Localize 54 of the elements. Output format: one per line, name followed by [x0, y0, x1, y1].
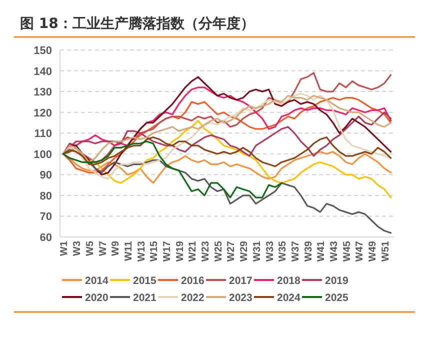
- x-tick-label: W1: [59, 240, 70, 256]
- legend-label: 2025: [325, 292, 349, 304]
- x-tick-label: W17: [162, 240, 173, 262]
- legend-label: 2019: [325, 275, 349, 287]
- line-series: [62, 112, 392, 157]
- line-series: [62, 94, 392, 163]
- y-tick-label: 70: [40, 211, 52, 224]
- x-tick-label: W15: [149, 240, 160, 262]
- legend-label: 2018: [277, 275, 301, 287]
- y-tick-label: 150: [34, 45, 52, 57]
- line-series: [62, 136, 392, 168]
- y-tick-label: 100: [34, 148, 52, 161]
- x-tick-label: W43: [328, 240, 340, 262]
- x-tick-label: W3: [72, 240, 84, 256]
- legend-label: 2017: [229, 275, 253, 287]
- y-tick-label: 140: [34, 66, 52, 78]
- x-tick-label: W35: [278, 240, 289, 262]
- y-tick-label: 120: [34, 107, 52, 120]
- legend-label: 2015: [133, 275, 157, 287]
- x-tick-label: W39: [303, 240, 314, 262]
- x-tick-label: W47: [354, 240, 366, 262]
- x-tick-label: W51: [380, 240, 392, 262]
- x-tick-label: W5: [84, 240, 96, 256]
- legend-label: 2016: [181, 275, 205, 287]
- y-tick-label: 80: [40, 190, 52, 202]
- x-tick-label: W11: [123, 240, 134, 262]
- legend-label: 2020: [85, 292, 109, 304]
- x-tick-label: W45: [342, 240, 353, 262]
- legend-label: 2014: [85, 275, 109, 287]
- y-tick-label: 60: [40, 232, 52, 244]
- x-tick-label: W49: [368, 240, 379, 262]
- legend-label: 2023: [229, 292, 253, 304]
- x-tick-label: W19: [174, 240, 186, 262]
- x-tick-label: W33: [264, 240, 276, 262]
- y-tick-label: 130: [34, 86, 52, 99]
- x-tick-label: W29: [239, 240, 250, 262]
- x-tick-label: W13: [136, 240, 148, 262]
- x-tick-label: W25: [213, 240, 224, 262]
- legend-label: 2022: [181, 292, 205, 304]
- x-tick-label: W41: [316, 240, 328, 262]
- x-tick-label: W21: [188, 240, 199, 262]
- line-series: [62, 146, 392, 234]
- legend-label: 2024: [277, 292, 301, 304]
- y-tick-label: 110: [34, 128, 52, 140]
- x-tick-label: W37: [290, 240, 302, 262]
- x-tick-label: W27: [226, 240, 238, 262]
- x-tick-label: W23: [200, 240, 212, 262]
- x-tick-label: W31: [252, 240, 263, 262]
- y-tick-label: 90: [40, 170, 52, 182]
- line-series: [62, 140, 282, 198]
- x-tick-label: W9: [110, 240, 122, 256]
- chart-title: 图 18：工业生产腾落指数（分年度）: [20, 15, 254, 32]
- x-tick-label: W7: [98, 240, 109, 256]
- legend-label: 2021: [133, 292, 157, 304]
